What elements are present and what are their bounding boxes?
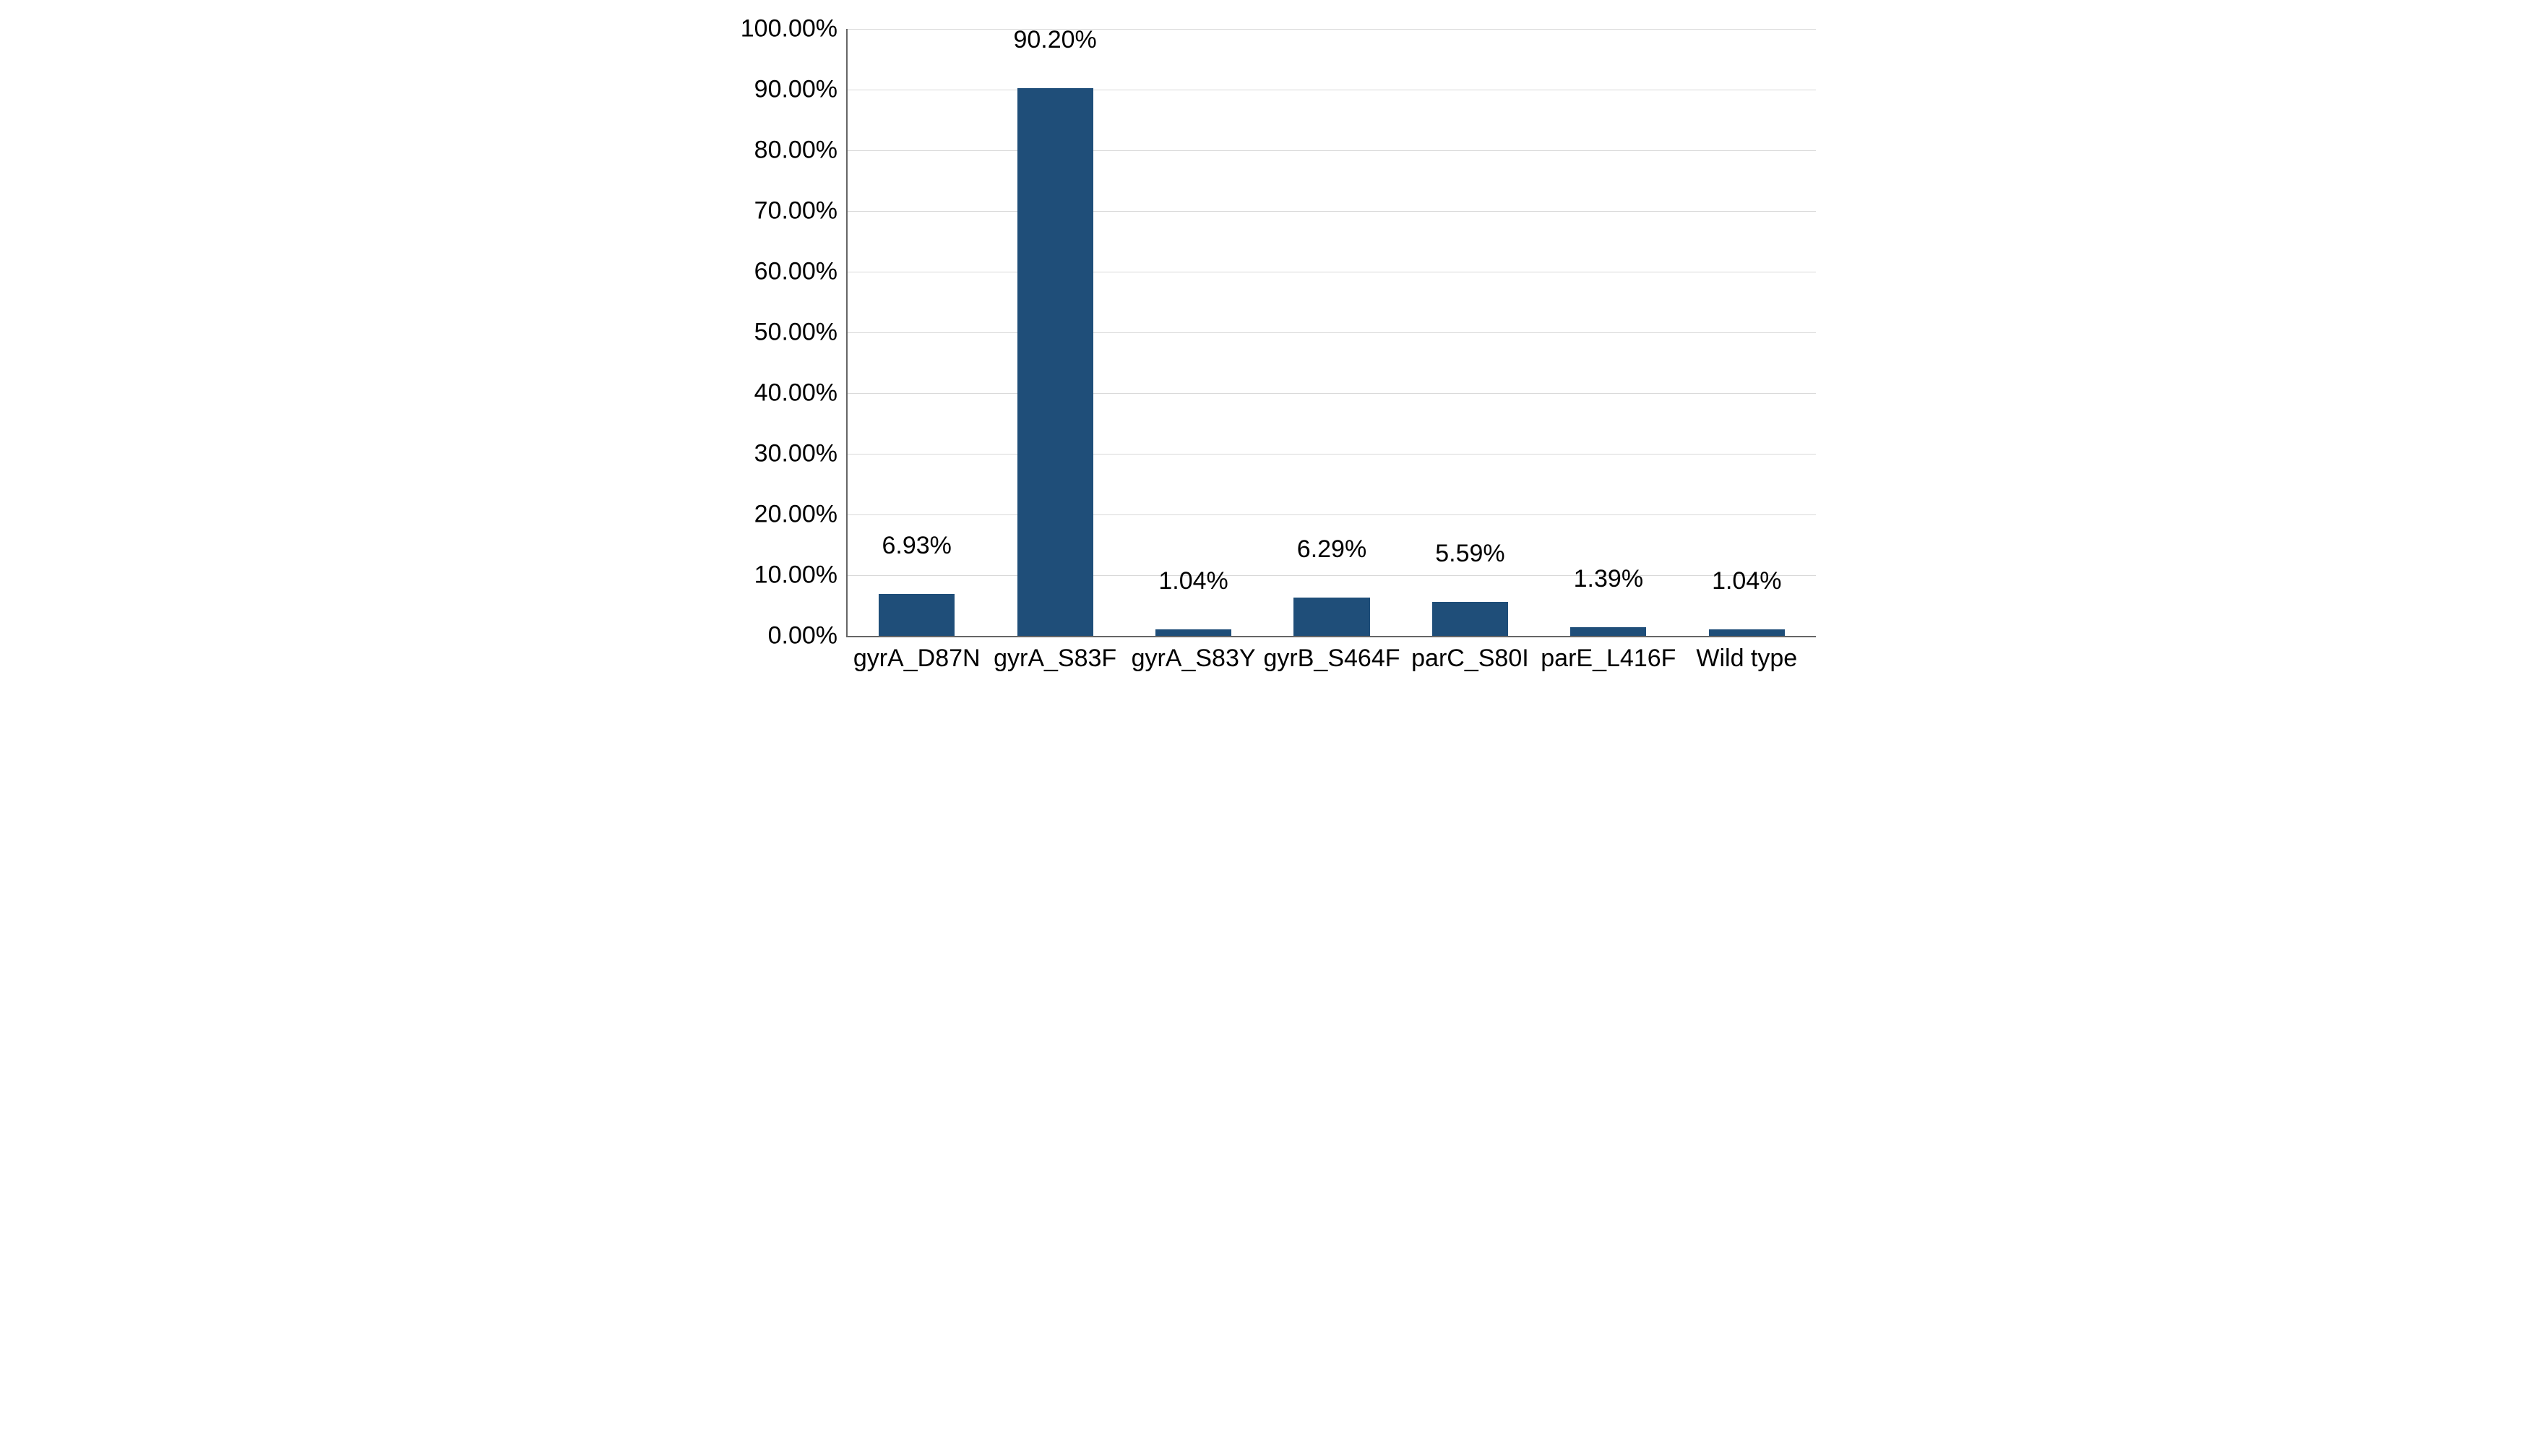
x-tick-label: parC_S80I — [1411, 645, 1529, 673]
bar-value-label: 6.29% — [1297, 535, 1366, 564]
bar-value-label: 1.39% — [1574, 565, 1643, 593]
y-tick-label: 10.00% — [754, 561, 837, 590]
bar-value-label: 5.59% — [1435, 540, 1504, 568]
x-tick-label: gyrB_S464F — [1264, 645, 1400, 673]
plot-area: 6.93%90.20%1.04%6.29%5.59%1.39%1.04% gyr… — [846, 29, 1816, 637]
x-tick-label: gyrA_D87N — [853, 645, 981, 673]
y-axis-labels: 0.00%10.00%20.00%30.00%40.00%50.00%60.00… — [731, 29, 846, 636]
x-tick-label: parE_L416F — [1541, 645, 1676, 673]
bars-layer: 6.93% 90.20% 1.04% 6.29% 5.59% 1.39% 1.04% — [848, 29, 1816, 636]
bar — [1155, 629, 1231, 636]
y-tick-label: 90.00% — [754, 76, 837, 104]
bar — [1570, 627, 1646, 636]
x-tick-label: Wild type — [1696, 645, 1797, 673]
bar-value-label: 1.04% — [1712, 567, 1781, 595]
bar — [879, 594, 955, 636]
x-tick-label: gyrA_S83Y — [1132, 645, 1256, 673]
y-tick-label: 20.00% — [754, 501, 837, 529]
x-tick-label: gyrA_S83F — [994, 645, 1116, 673]
y-tick-label: 30.00% — [754, 440, 837, 468]
bar-chart: 0.00% 10.00% 20.00% 30.00% 40.00% 50.00% 60.00… — [731, 29, 1814, 679]
y-tick-label: 70.00% — [754, 197, 837, 225]
y-tick-label: 40.00% — [754, 379, 837, 408]
y-tick-label: 50.00% — [754, 319, 837, 347]
y-tick-label: 0.00% — [768, 622, 837, 650]
bar — [1432, 602, 1508, 636]
bar-value-label: 90.20% — [1013, 26, 1096, 54]
bar-value-label: 1.04% — [1158, 567, 1228, 595]
bar — [1293, 598, 1369, 636]
y-tick-label: 100.00% — [741, 15, 837, 43]
bar — [1017, 88, 1093, 636]
bar-value-label: 6.93% — [882, 532, 952, 560]
y-tick-label: 80.00% — [754, 137, 837, 165]
y-tick-label: 60.00% — [754, 258, 837, 286]
bar — [1709, 629, 1785, 636]
